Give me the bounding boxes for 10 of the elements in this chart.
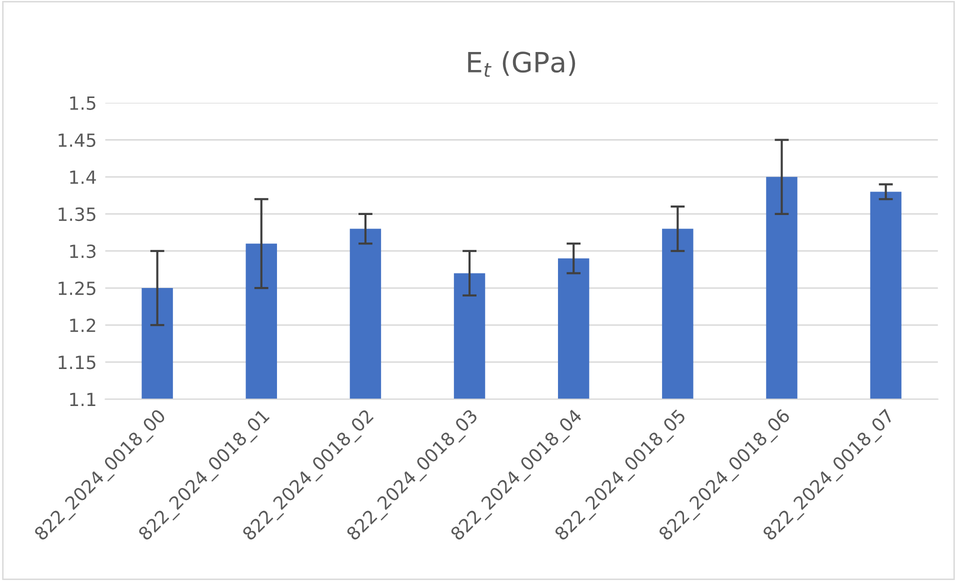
y-tick-label: 1.4	[70, 170, 96, 184]
y-tick-label: 1.3	[70, 244, 96, 258]
y-tick-label: 1.25	[58, 281, 96, 296]
y-tick-label: 1.2	[70, 318, 96, 332]
y-tick-label: 1.45	[58, 134, 96, 147]
y-tick-label: 1.35	[58, 207, 96, 222]
chart-title: E$_{t}$ (GPa)	[468, 51, 576, 77]
y-tick-label: 1.1	[70, 392, 96, 406]
y-tick-label: 1.5	[70, 96, 96, 110]
y-tick-label: 1.15	[58, 356, 96, 370]
